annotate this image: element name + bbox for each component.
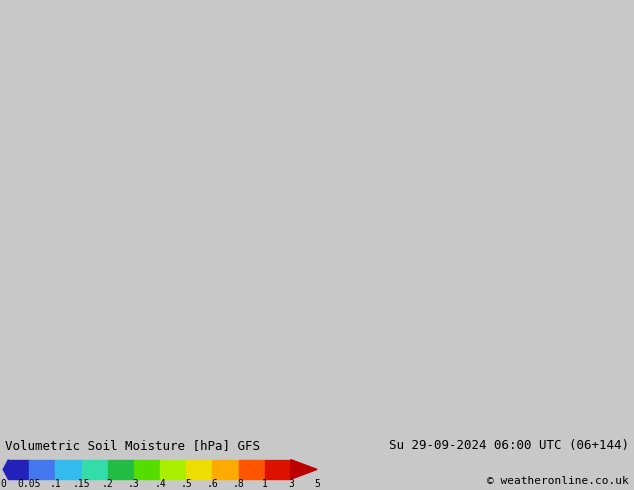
Text: 1: 1 xyxy=(262,479,268,489)
Text: Su 29-09-2024 06:00 UTC (06+144): Su 29-09-2024 06:00 UTC (06+144) xyxy=(389,439,629,452)
Text: 5: 5 xyxy=(314,479,320,489)
Polygon shape xyxy=(291,460,317,479)
Bar xyxy=(238,460,264,479)
Text: .5: .5 xyxy=(180,479,192,489)
Bar xyxy=(134,460,160,479)
Bar xyxy=(29,460,56,479)
Text: .6: .6 xyxy=(207,479,218,489)
Text: 0: 0 xyxy=(0,479,6,489)
Text: .8: .8 xyxy=(233,479,245,489)
Text: .2: .2 xyxy=(102,479,113,489)
Text: .1: .1 xyxy=(49,479,61,489)
Text: .15: .15 xyxy=(73,479,91,489)
Bar xyxy=(108,460,134,479)
Text: Volumetric Soil Moisture [hPa] GFS: Volumetric Soil Moisture [hPa] GFS xyxy=(5,439,260,452)
Polygon shape xyxy=(8,460,29,479)
Text: 3: 3 xyxy=(288,479,294,489)
Bar xyxy=(160,460,186,479)
Bar xyxy=(212,460,238,479)
Bar xyxy=(186,460,212,479)
Polygon shape xyxy=(3,460,8,479)
Bar xyxy=(265,460,291,479)
Text: .4: .4 xyxy=(154,479,166,489)
Bar xyxy=(56,460,82,479)
Text: .3: .3 xyxy=(128,479,140,489)
Text: © weatheronline.co.uk: © weatheronline.co.uk xyxy=(487,475,629,486)
Text: 0.05: 0.05 xyxy=(18,479,41,489)
Bar xyxy=(82,460,108,479)
